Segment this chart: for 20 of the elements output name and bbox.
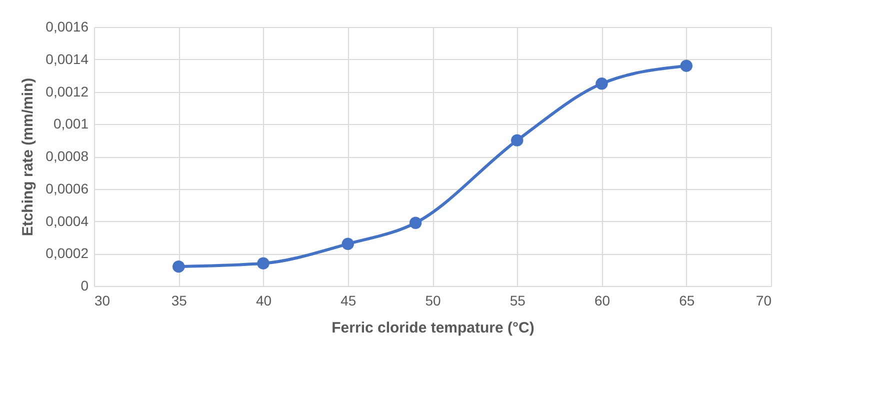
- x-tick-label: 50: [425, 292, 441, 308]
- y-tick-label: 0,0006: [46, 180, 89, 196]
- y-tick-label: 0,0008: [46, 148, 89, 164]
- y-tick-label: 0,0012: [46, 83, 89, 100]
- x-tick-label: 30: [94, 292, 110, 308]
- x-tick-label: 35: [171, 292, 188, 308]
- x-tick-label: 70: [756, 292, 772, 308]
- y-tick-label: 0,0004: [46, 212, 89, 229]
- y-tick-label: 0,0016: [46, 18, 89, 34]
- x-axis-title: Ferric cloride tempature (°C): [332, 320, 534, 336]
- x-tick-label: 60: [594, 292, 610, 308]
- x-tick-label: 55: [510, 292, 526, 308]
- x-tick-label: 45: [340, 292, 356, 308]
- y-tick-label: 0,001: [53, 116, 89, 132]
- y-tick-label: 0,0002: [46, 245, 89, 262]
- y-tick-label: 0: [80, 278, 89, 294]
- y-axis-title: Etching rate (mm/min): [20, 78, 37, 236]
- x-tick-label: 40: [256, 292, 272, 308]
- y-tick-label: 0,0014: [46, 50, 89, 67]
- x-tick-label: 65: [679, 292, 695, 308]
